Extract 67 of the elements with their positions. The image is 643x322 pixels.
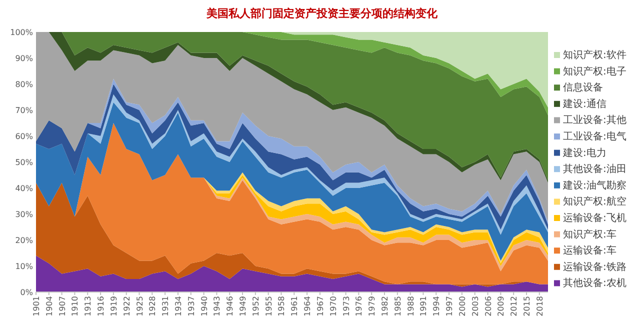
y-tick-label: 60% bbox=[15, 132, 34, 141]
chart-title: 美国私人部门固定资产投资主要分项的结构变化 bbox=[206, 7, 438, 20]
x-tick-label: 1970 bbox=[328, 296, 338, 316]
y-tick-label: 0% bbox=[20, 288, 34, 297]
x-tick-label: 1976 bbox=[354, 296, 364, 316]
x-tick-label: 1949 bbox=[238, 296, 248, 316]
x-tick-label: 2006 bbox=[484, 296, 493, 316]
x-tick-label: 1919 bbox=[109, 296, 118, 316]
y-tick-label: 50% bbox=[15, 158, 34, 167]
x-tick-label: 1982 bbox=[380, 296, 390, 316]
x-tick-label: 1967 bbox=[316, 296, 325, 316]
legend-label: 建设:油气勘察 bbox=[562, 179, 626, 192]
x-tick-label: 1985 bbox=[393, 296, 402, 316]
x-tick-label: 2000 bbox=[458, 296, 467, 316]
x-tick-label: 1946 bbox=[226, 296, 235, 316]
x-tick-label: 1991 bbox=[419, 296, 428, 316]
x-tick-label: 1952 bbox=[251, 296, 260, 316]
x-tick-label: 1934 bbox=[174, 296, 183, 316]
y-tick-label: 30% bbox=[15, 210, 34, 219]
legend-label: 知识产权:电子 bbox=[563, 65, 626, 78]
x-tick-label: 1916 bbox=[96, 296, 106, 316]
x-tick-label: 1988 bbox=[406, 296, 416, 316]
legend-label: 工业设备:其他 bbox=[563, 114, 626, 126]
legend-label: 运输设备:车 bbox=[563, 244, 616, 257]
x-tick-label: 1964 bbox=[303, 296, 312, 316]
x-tick-label: 1979 bbox=[368, 296, 377, 316]
y-tick-label: 90% bbox=[15, 54, 34, 63]
legend-label: 建设:通信 bbox=[562, 98, 606, 110]
x-tick-label: 1913 bbox=[84, 296, 93, 316]
x-tick-label: 2018 bbox=[535, 296, 544, 316]
x-tick-label: 2012 bbox=[510, 296, 519, 316]
x-tick-label: 1901 bbox=[32, 296, 41, 316]
y-tick-label: 20% bbox=[15, 236, 34, 245]
y-tick-label: 80% bbox=[15, 80, 34, 89]
x-tick-label: 1958 bbox=[277, 296, 286, 316]
x-tick-label: 1955 bbox=[264, 296, 274, 316]
x-tick-label: 1922 bbox=[122, 296, 132, 316]
x-tick-label: 1931 bbox=[161, 296, 170, 316]
x-tick-label: 1994 bbox=[432, 296, 442, 316]
x-tick-label: 1997 bbox=[445, 296, 454, 316]
y-tick-label: 40% bbox=[15, 184, 34, 193]
legend-label: 信息设备 bbox=[563, 82, 603, 94]
legend-label: 知识产权:车 bbox=[563, 228, 616, 240]
x-tick-label: 1907 bbox=[58, 296, 67, 316]
x-tick-label: 1973 bbox=[342, 296, 351, 316]
x-tick-label: 1940 bbox=[200, 296, 209, 316]
x-tick-label: 1961 bbox=[290, 296, 300, 316]
x-tick-label: 1937 bbox=[186, 296, 196, 316]
x-tick-label: 2015 bbox=[522, 296, 532, 316]
legend-label: 其他设备:农机 bbox=[563, 277, 626, 290]
legend-label: 其他设备:油田 bbox=[563, 163, 626, 176]
x-tick-label: 1943 bbox=[212, 296, 222, 316]
x-tick-label: 2003 bbox=[470, 296, 480, 316]
x-tick-label: 1904 bbox=[44, 296, 54, 316]
y-tick-label: 10% bbox=[15, 262, 34, 271]
legend-label: 建设:电力 bbox=[562, 146, 606, 159]
x-tick-label: 2009 bbox=[496, 296, 506, 316]
y-tick-label: 70% bbox=[15, 106, 34, 115]
x-tick-label: 1910 bbox=[70, 296, 80, 316]
y-tick-label: 100% bbox=[10, 28, 34, 37]
legend-label: 工业设备:电气 bbox=[563, 130, 626, 142]
x-tick-label: 1928 bbox=[148, 296, 158, 316]
legend-label: 知识产权:航空 bbox=[563, 196, 626, 208]
legend-label: 知识产权:软件 bbox=[563, 49, 626, 61]
legend-label: 运输设备:铁路 bbox=[563, 260, 626, 273]
x-tick-label: 1925 bbox=[135, 296, 144, 316]
legend-label: 运输设备:飞机 bbox=[563, 212, 626, 224]
